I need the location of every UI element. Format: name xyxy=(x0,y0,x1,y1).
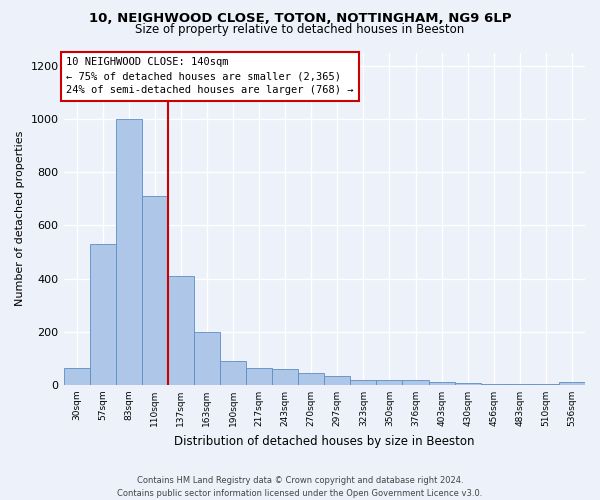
Bar xyxy=(507,384,533,385)
Bar xyxy=(116,119,142,385)
Bar xyxy=(64,368,89,385)
Bar xyxy=(559,382,585,385)
Bar xyxy=(298,373,324,385)
Text: Contains HM Land Registry data © Crown copyright and database right 2024.
Contai: Contains HM Land Registry data © Crown c… xyxy=(118,476,482,498)
Bar xyxy=(142,196,168,385)
Bar xyxy=(403,380,428,385)
Text: 10 NEIGHWOOD CLOSE: 140sqm
← 75% of detached houses are smaller (2,365)
24% of s: 10 NEIGHWOOD CLOSE: 140sqm ← 75% of deta… xyxy=(66,58,353,96)
Bar xyxy=(350,380,376,385)
Bar xyxy=(376,380,403,385)
Bar xyxy=(246,368,272,385)
Bar xyxy=(481,384,507,385)
Bar xyxy=(272,369,298,385)
Bar xyxy=(428,382,455,385)
Bar xyxy=(324,376,350,385)
Y-axis label: Number of detached properties: Number of detached properties xyxy=(15,131,25,306)
Bar xyxy=(168,276,194,385)
Text: 10, NEIGHWOOD CLOSE, TOTON, NOTTINGHAM, NG9 6LP: 10, NEIGHWOOD CLOSE, TOTON, NOTTINGHAM, … xyxy=(89,12,511,26)
X-axis label: Distribution of detached houses by size in Beeston: Distribution of detached houses by size … xyxy=(174,434,475,448)
Bar xyxy=(533,384,559,385)
Bar xyxy=(194,332,220,385)
Bar xyxy=(220,361,246,385)
Bar xyxy=(89,244,116,385)
Text: Size of property relative to detached houses in Beeston: Size of property relative to detached ho… xyxy=(136,22,464,36)
Bar xyxy=(455,383,481,385)
